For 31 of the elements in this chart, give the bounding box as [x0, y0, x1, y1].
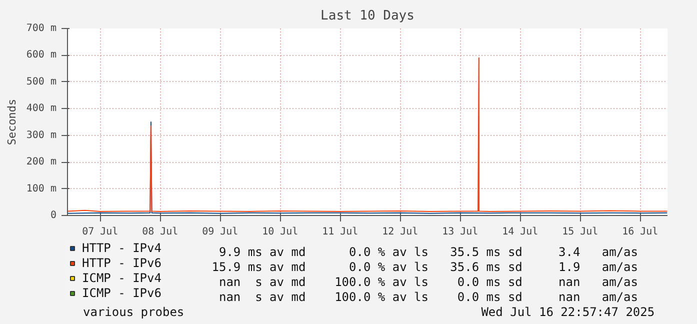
text: Wed Jul 16 22:57:47 2025 — [481, 305, 655, 319]
line-series — [68, 57, 668, 212]
text: 9.9 ms av md 0.0 % av ls 35.5 ms sd 3.4 am/as — [182, 245, 638, 259]
x-tick-label: 08 Jul — [142, 226, 178, 238]
legend-label: HTTP - IPv6 — [82, 255, 162, 270]
y-tick-label: 400 m — [26, 103, 57, 114]
x-tick-label: 12 Jul — [382, 226, 418, 238]
legend-label: ICMP - IPv6 — [82, 285, 162, 300]
y-tick-label: 0 — [50, 210, 57, 221]
x-tick-label: 16 Jul — [622, 226, 658, 238]
y-axis-title: Seconds — [5, 98, 18, 146]
text: nan s av md 100.0 % av ls 0.0 ms sd nan am/as — [182, 275, 638, 289]
y-tick-label: 200 m — [26, 156, 57, 168]
text: nan s av md 100.0 % av ls 0.0 ms sd nan am/as — [182, 290, 638, 304]
x-tick-label: 09 Jul — [202, 226, 238, 238]
x-tick-label: 10 Jul — [262, 226, 298, 238]
x-tick-label: 07 Jul — [82, 226, 118, 238]
text: 15.9 ms av md 0.0 % av ls 35.6 ms sd 1.9 am/as — [182, 260, 638, 274]
y-tick-label: 100 m — [26, 183, 57, 194]
chart-title: Last 10 Days — [320, 8, 414, 24]
x-tick-label: 15 Jul — [562, 226, 598, 238]
x-tick-label: 14 Jul — [502, 226, 538, 238]
legend-label: ICMP - IPv4 — [82, 270, 162, 285]
y-tick-label: 600 m — [26, 50, 57, 61]
y-tick-label: 300 m — [26, 130, 57, 141]
legend-label: HTTP - IPv4 — [82, 240, 162, 255]
y-tick-label: 500 m — [26, 76, 57, 88]
x-tick-label: 11 Jul — [322, 226, 358, 238]
x-tick-label: 13 Jul — [442, 226, 478, 238]
y-tick-label: 700 m — [26, 23, 57, 34]
text: various probes — [82, 305, 184, 319]
